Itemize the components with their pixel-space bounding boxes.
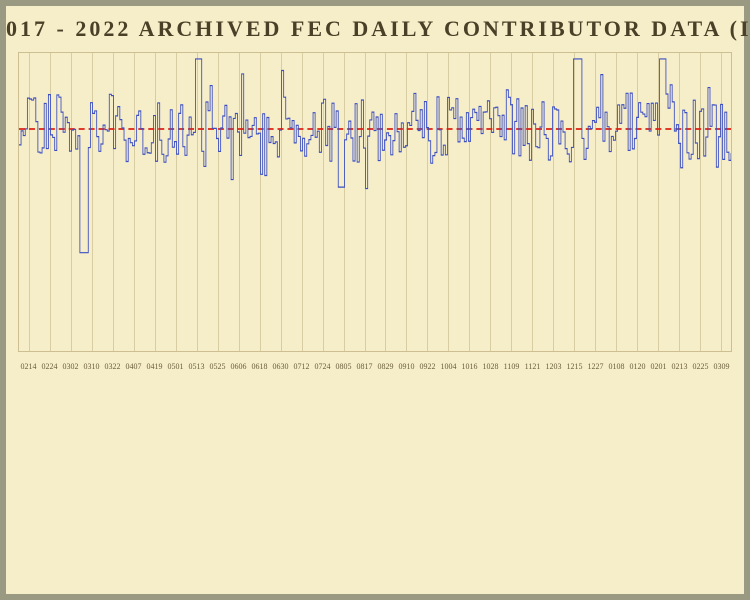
gridline: [134, 53, 135, 351]
x-tick-label: 0712: [294, 362, 310, 371]
x-tick-label: 0922: [420, 362, 436, 371]
gridline: [50, 53, 51, 351]
gridline: [323, 53, 324, 351]
x-tick-label: 1215: [567, 362, 583, 371]
x-tick-label: 0407: [125, 362, 141, 371]
x-tick-label: 0817: [357, 362, 373, 371]
gridline: [679, 53, 680, 351]
x-tick-label: 0310: [84, 362, 100, 371]
chart-title: 017 - 2022 ARCHIVED FEC DAILY CONTRIBUTO…: [6, 16, 744, 42]
gridline: [218, 53, 219, 351]
gridline: [721, 53, 722, 351]
x-tick-label: 0419: [147, 362, 163, 371]
gridline: [239, 53, 240, 351]
x-tick-label: 1203: [546, 362, 562, 371]
x-tick-label: 0630: [273, 362, 289, 371]
gridline: [616, 53, 617, 351]
gridline: [197, 53, 198, 351]
gridline: [385, 53, 386, 351]
gridline: [700, 53, 701, 351]
series-polyline: [19, 59, 731, 253]
x-tick-label: 0302: [63, 362, 79, 371]
gridline: [155, 53, 156, 351]
x-tick-label: 0501: [167, 362, 183, 371]
gridline: [553, 53, 554, 351]
plot-area: [18, 52, 732, 352]
x-tick-label: 1016: [462, 362, 478, 371]
x-tick-label: 0214: [21, 362, 37, 371]
x-tick-label: 1028: [483, 362, 499, 371]
data-series: [19, 53, 731, 351]
reference-line: [19, 53, 731, 351]
gridline: [595, 53, 596, 351]
x-tick-label: 0724: [315, 362, 331, 371]
reference-line-el: [19, 128, 731, 130]
x-tick-label: 1227: [588, 362, 604, 371]
gridline: [427, 53, 428, 351]
x-axis-labels: 0214 0224 0302 0310 0322 0407 0419 0501 0513 0525…: [18, 356, 732, 396]
x-tick-label: 1109: [504, 362, 520, 371]
x-tick-label: 0225: [693, 362, 709, 371]
gridline: [574, 53, 575, 351]
x-tick-label: 1121: [525, 362, 541, 371]
x-tick-label: 0618: [252, 362, 268, 371]
x-tick-label: 0322: [105, 362, 121, 371]
gridline: [302, 53, 303, 351]
x-tick-label: 0309: [714, 362, 730, 371]
x-tick-label: 0606: [231, 362, 247, 371]
x-tick-label: 0224: [42, 362, 58, 371]
x-tick-label: 0910: [399, 362, 415, 371]
gridline: [260, 53, 261, 351]
gridline: [532, 53, 533, 351]
gridline: [92, 53, 93, 351]
gridline: [511, 53, 512, 351]
x-tick-label: 0108: [609, 362, 625, 371]
x-tick-label: 1004: [441, 362, 457, 371]
gridlines: [19, 53, 731, 351]
x-tick-label: 0829: [378, 362, 394, 371]
gridline: [71, 53, 72, 351]
gridline: [658, 53, 659, 351]
x-tick-label: 0201: [650, 362, 666, 371]
x-tick-label: 0120: [630, 362, 646, 371]
gridline: [344, 53, 345, 351]
x-tick-label: 0525: [210, 362, 226, 371]
gridline: [469, 53, 470, 351]
gridline: [448, 53, 449, 351]
gridline: [176, 53, 177, 351]
chart-frame: 017 - 2022 ARCHIVED FEC DAILY CONTRIBUTO…: [0, 0, 750, 600]
gridline: [281, 53, 282, 351]
gridline: [637, 53, 638, 351]
x-tick-label: 0805: [336, 362, 352, 371]
gridline: [490, 53, 491, 351]
gridline: [29, 53, 30, 351]
gridline: [113, 53, 114, 351]
x-tick-label: 0513: [189, 362, 205, 371]
series-svg: [19, 53, 731, 351]
gridline: [406, 53, 407, 351]
x-tick-label: 0213: [672, 362, 688, 371]
gridline: [365, 53, 366, 351]
